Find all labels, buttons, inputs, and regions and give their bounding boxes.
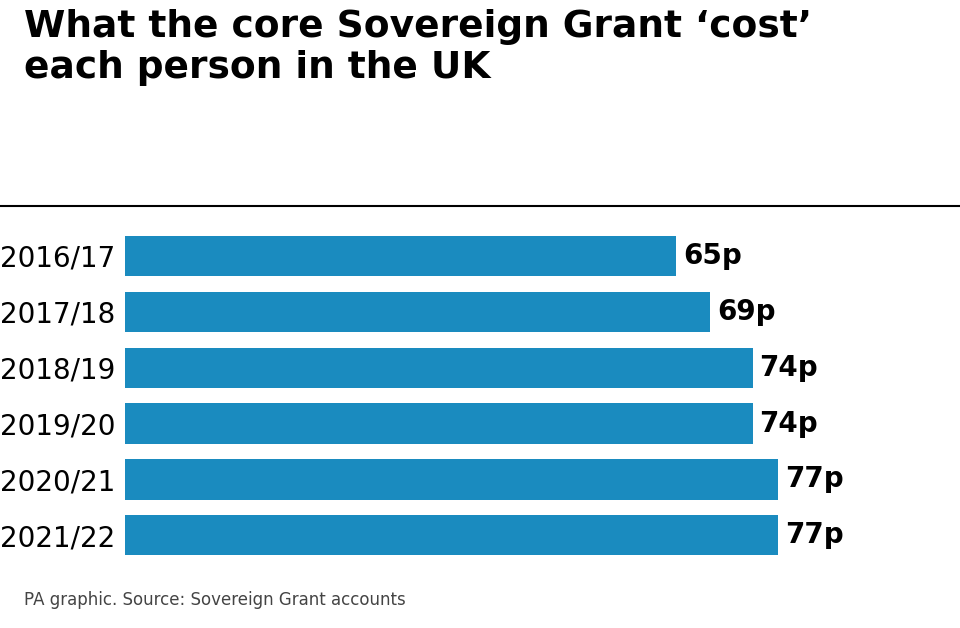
- Text: 65p: 65p: [683, 242, 742, 270]
- Text: 74p: 74p: [759, 354, 818, 382]
- Text: 74p: 74p: [759, 409, 818, 438]
- Bar: [125, 236, 676, 276]
- Bar: [125, 291, 710, 332]
- Bar: [125, 459, 778, 500]
- Text: 77p: 77p: [785, 465, 844, 494]
- Text: 69p: 69p: [717, 298, 776, 326]
- Bar: [125, 515, 778, 556]
- Text: What the core Sovereign Grant ‘cost’
each person in the UK: What the core Sovereign Grant ‘cost’ eac…: [24, 9, 812, 85]
- Bar: [125, 347, 753, 388]
- Text: PA graphic. Source: Sovereign Grant accounts: PA graphic. Source: Sovereign Grant acco…: [24, 591, 406, 609]
- Text: 77p: 77p: [785, 521, 844, 550]
- Bar: [125, 403, 753, 444]
